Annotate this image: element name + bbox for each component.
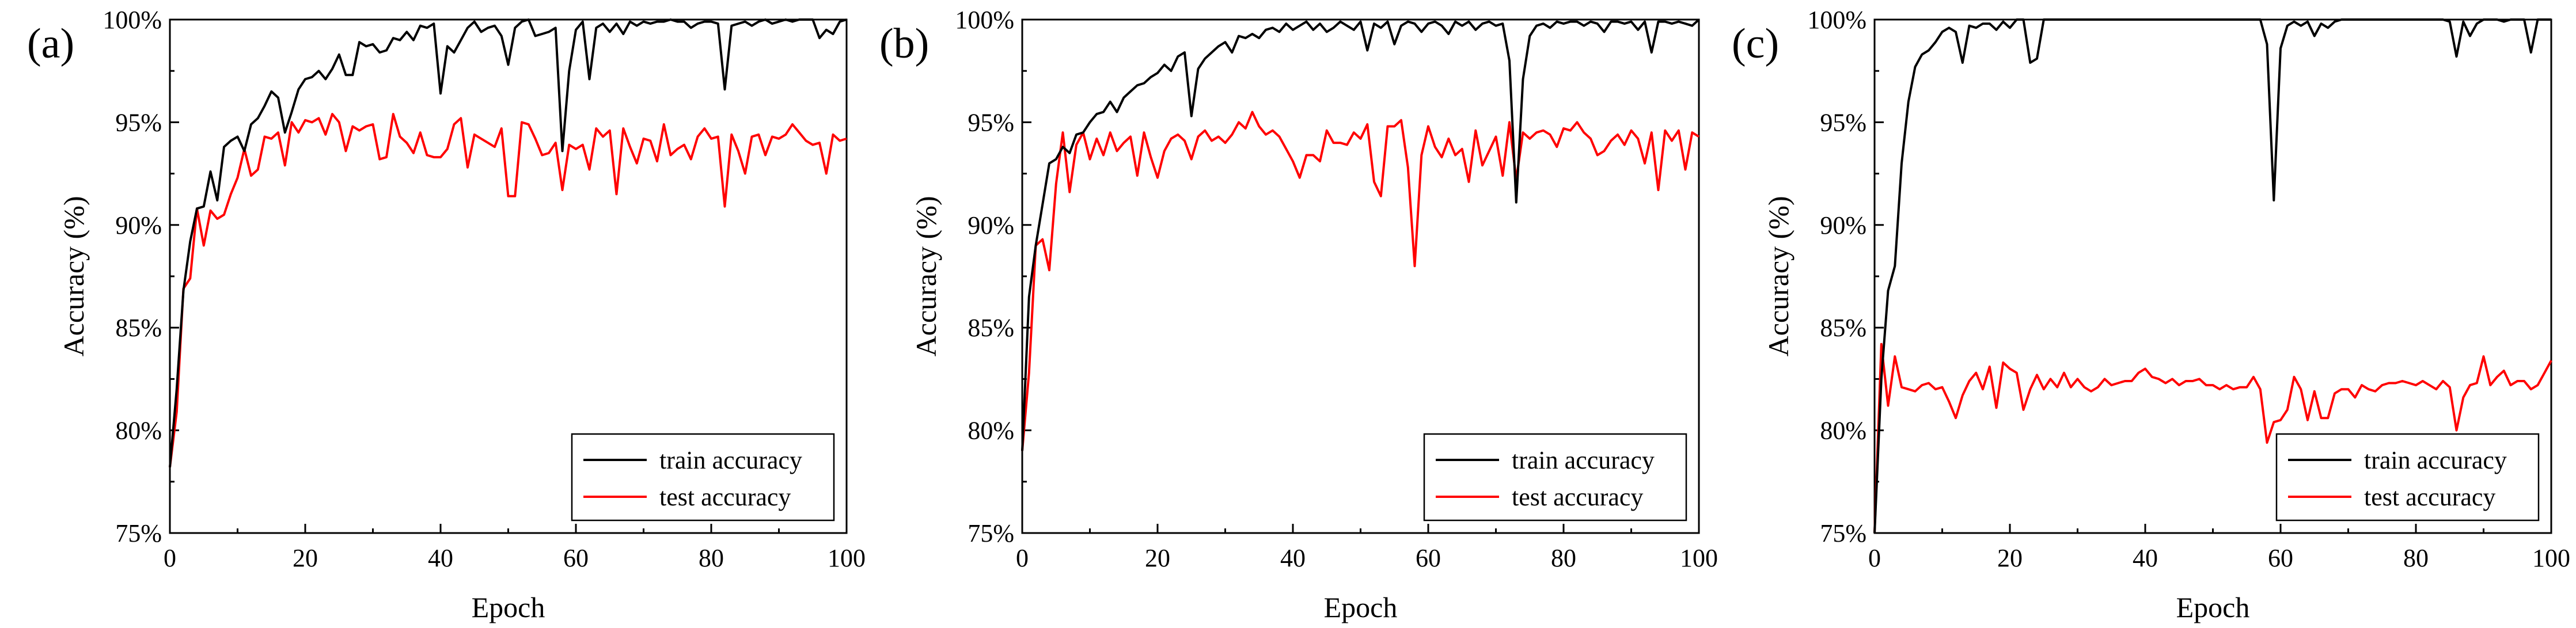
y-tick-label: 100% xyxy=(955,6,1014,34)
x-tick-label: 40 xyxy=(1280,544,1306,572)
series-line-test-accuracy xyxy=(169,113,847,468)
y-tick-label: 85% xyxy=(968,314,1014,342)
legend-label: test accuracy xyxy=(659,483,791,511)
y-tick-label: 95% xyxy=(115,108,162,136)
legend-label: test accuracy xyxy=(1512,483,1643,511)
series-line-test-accuracy xyxy=(1021,111,1700,451)
x-axis-title: Epoch xyxy=(472,591,545,623)
y-tick-label: 95% xyxy=(1820,108,1866,136)
x-tick-label: 40 xyxy=(428,544,453,572)
chart-panel-1: (a) 0 20 40 60 80 100 75% 80% 85% 90% 95% 100% Epoch A… xyxy=(27,6,866,623)
legend-box xyxy=(571,433,835,522)
chart-panel-2: (b) 0 20 40 60 80 100 75% 80% 85% 90% 95% 100% Epoch A… xyxy=(879,6,1718,623)
series-line-train-accuracy xyxy=(169,18,847,467)
y-tick-label: 85% xyxy=(115,314,162,342)
x-tick-label: 100 xyxy=(2532,544,2570,572)
x-tick-label: 20 xyxy=(1997,544,2023,572)
legend: train accuracy test accuracy xyxy=(2275,433,2540,522)
x-tick-label: 80 xyxy=(1551,544,1576,572)
legend-label: train accuracy xyxy=(1512,446,1655,474)
y-tick-label: 90% xyxy=(115,211,162,239)
x-tick-label: 0 xyxy=(1868,544,1881,572)
legend: train accuracy test accuracy xyxy=(1423,433,1687,522)
legend-label: train accuracy xyxy=(659,446,802,474)
y-tick-label: 85% xyxy=(1820,314,1866,342)
x-tick-label: 20 xyxy=(1145,544,1170,572)
legend: train accuracy test accuracy xyxy=(571,433,835,522)
y-tick-label: 100% xyxy=(1807,6,1866,34)
series-line-test-accuracy xyxy=(1873,342,2552,534)
x-tick-label: 0 xyxy=(164,544,176,572)
x-tick-label: 100 xyxy=(1680,544,1718,572)
panel-label: (b) xyxy=(879,20,929,67)
y-tick-label: 95% xyxy=(968,108,1014,136)
x-tick-label: 60 xyxy=(563,544,589,572)
legend-label: test accuracy xyxy=(2364,483,2495,511)
y-axis-title: Accuracy (%) xyxy=(1762,196,1795,357)
x-tick-label: 60 xyxy=(1416,544,1441,572)
x-tick-label: 80 xyxy=(2403,544,2429,572)
chart-panel-3: (c) 0 20 40 60 80 100 75% 80% 85% 90% 95% 100% Epoch A… xyxy=(1732,6,2570,623)
y-tick-label: 90% xyxy=(968,211,1014,239)
legend-label: train accuracy xyxy=(2364,446,2507,474)
series-line-train-accuracy xyxy=(1873,18,2551,534)
x-tick-label: 80 xyxy=(699,544,724,572)
panel-label: (a) xyxy=(27,20,74,67)
x-axis-title: Epoch xyxy=(2176,591,2250,623)
x-tick-label: 60 xyxy=(2268,544,2293,572)
x-tick-label: 0 xyxy=(1016,544,1029,572)
y-tick-label: 75% xyxy=(1820,519,1866,547)
y-tick-label: 75% xyxy=(115,519,162,547)
series-line-train-accuracy xyxy=(1021,18,1700,451)
panel-label: (c) xyxy=(1732,20,1779,67)
legend-box xyxy=(1423,433,1687,522)
y-tick-label: 80% xyxy=(968,417,1014,445)
y-tick-label: 80% xyxy=(115,417,162,445)
y-tick-label: 90% xyxy=(1820,211,1866,239)
x-tick-label: 100 xyxy=(828,544,866,572)
y-tick-label: 100% xyxy=(103,6,162,34)
y-axis-title: Accuracy (%) xyxy=(58,196,90,357)
x-tick-label: 20 xyxy=(293,544,318,572)
y-tick-label: 80% xyxy=(1820,417,1866,445)
legend-box xyxy=(2275,433,2540,522)
y-tick-label: 75% xyxy=(968,519,1014,547)
x-tick-label: 40 xyxy=(2133,544,2158,572)
x-axis-title: Epoch xyxy=(1324,591,1398,623)
y-axis-title: Accuracy (%) xyxy=(910,196,942,357)
